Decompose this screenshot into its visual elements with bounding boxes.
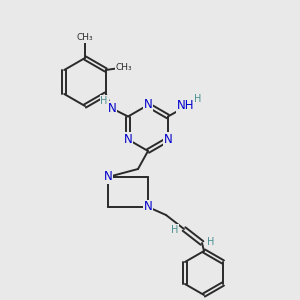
Text: H: H xyxy=(194,94,202,104)
Text: N: N xyxy=(108,102,116,115)
Text: CH₃: CH₃ xyxy=(77,34,93,43)
Text: N: N xyxy=(103,170,112,184)
Text: H: H xyxy=(207,237,215,247)
Text: CH₃: CH₃ xyxy=(116,64,132,73)
Text: N: N xyxy=(144,200,152,214)
Text: NH: NH xyxy=(177,99,195,112)
Text: N: N xyxy=(124,133,133,146)
Text: N: N xyxy=(164,133,172,146)
Text: N: N xyxy=(144,98,152,112)
Text: H: H xyxy=(171,225,179,235)
Text: H: H xyxy=(100,95,108,106)
